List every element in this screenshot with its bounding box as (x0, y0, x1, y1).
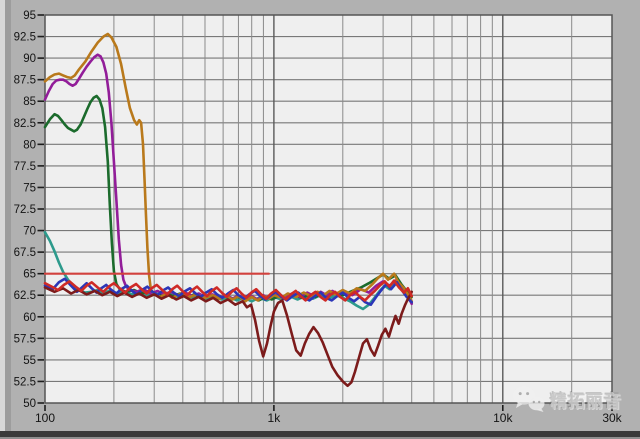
watermark: 精拓丽音 (512, 385, 622, 413)
y-tick-label: 55 (23, 355, 36, 367)
plot-border (44, 14, 613, 404)
x-tick-label: 100 (35, 411, 55, 425)
x-tick-label: 1k (268, 411, 282, 425)
y-tick-label: 50 (23, 398, 36, 410)
y-tick-label: 90 (23, 53, 36, 65)
y-tick-label: 95 (23, 10, 36, 22)
wechat-icon (513, 386, 545, 412)
y-tick-label: 60 (23, 312, 36, 324)
y-tick-label: 72.5 (14, 204, 36, 216)
y-tick-label: 62.5 (14, 290, 36, 302)
x-tick-label: 10k (493, 411, 513, 425)
window-left-shadow (5, 0, 11, 432)
y-tick-label: 70 (23, 226, 36, 238)
window-left-highlight (0, 0, 5, 439)
window-bottom-foot (0, 437, 640, 439)
y-tick-label: 67.5 (14, 247, 36, 259)
x-tick-label: 30k (602, 411, 622, 425)
y-tick-label: 85 (23, 96, 36, 108)
curve-darkred (43, 286, 414, 388)
y-tick-label: 52.5 (14, 376, 36, 388)
y-tick-label: 82.5 (14, 118, 36, 130)
curve-red (43, 279, 414, 302)
y-tick-label: 87.5 (14, 75, 36, 87)
y-tick-label: 77.5 (14, 161, 36, 173)
window-bottom-edge (0, 431, 640, 437)
y-tick-label: 57.5 (14, 333, 36, 345)
y-tick-label: 92.5 (14, 32, 36, 44)
watermark-text: 精拓丽音 (550, 391, 622, 411)
y-tick-label: 65 (23, 269, 36, 281)
curve-orange (43, 32, 414, 303)
y-tick-label: 80 (23, 139, 36, 151)
y-tick-label: 75 (23, 182, 36, 194)
